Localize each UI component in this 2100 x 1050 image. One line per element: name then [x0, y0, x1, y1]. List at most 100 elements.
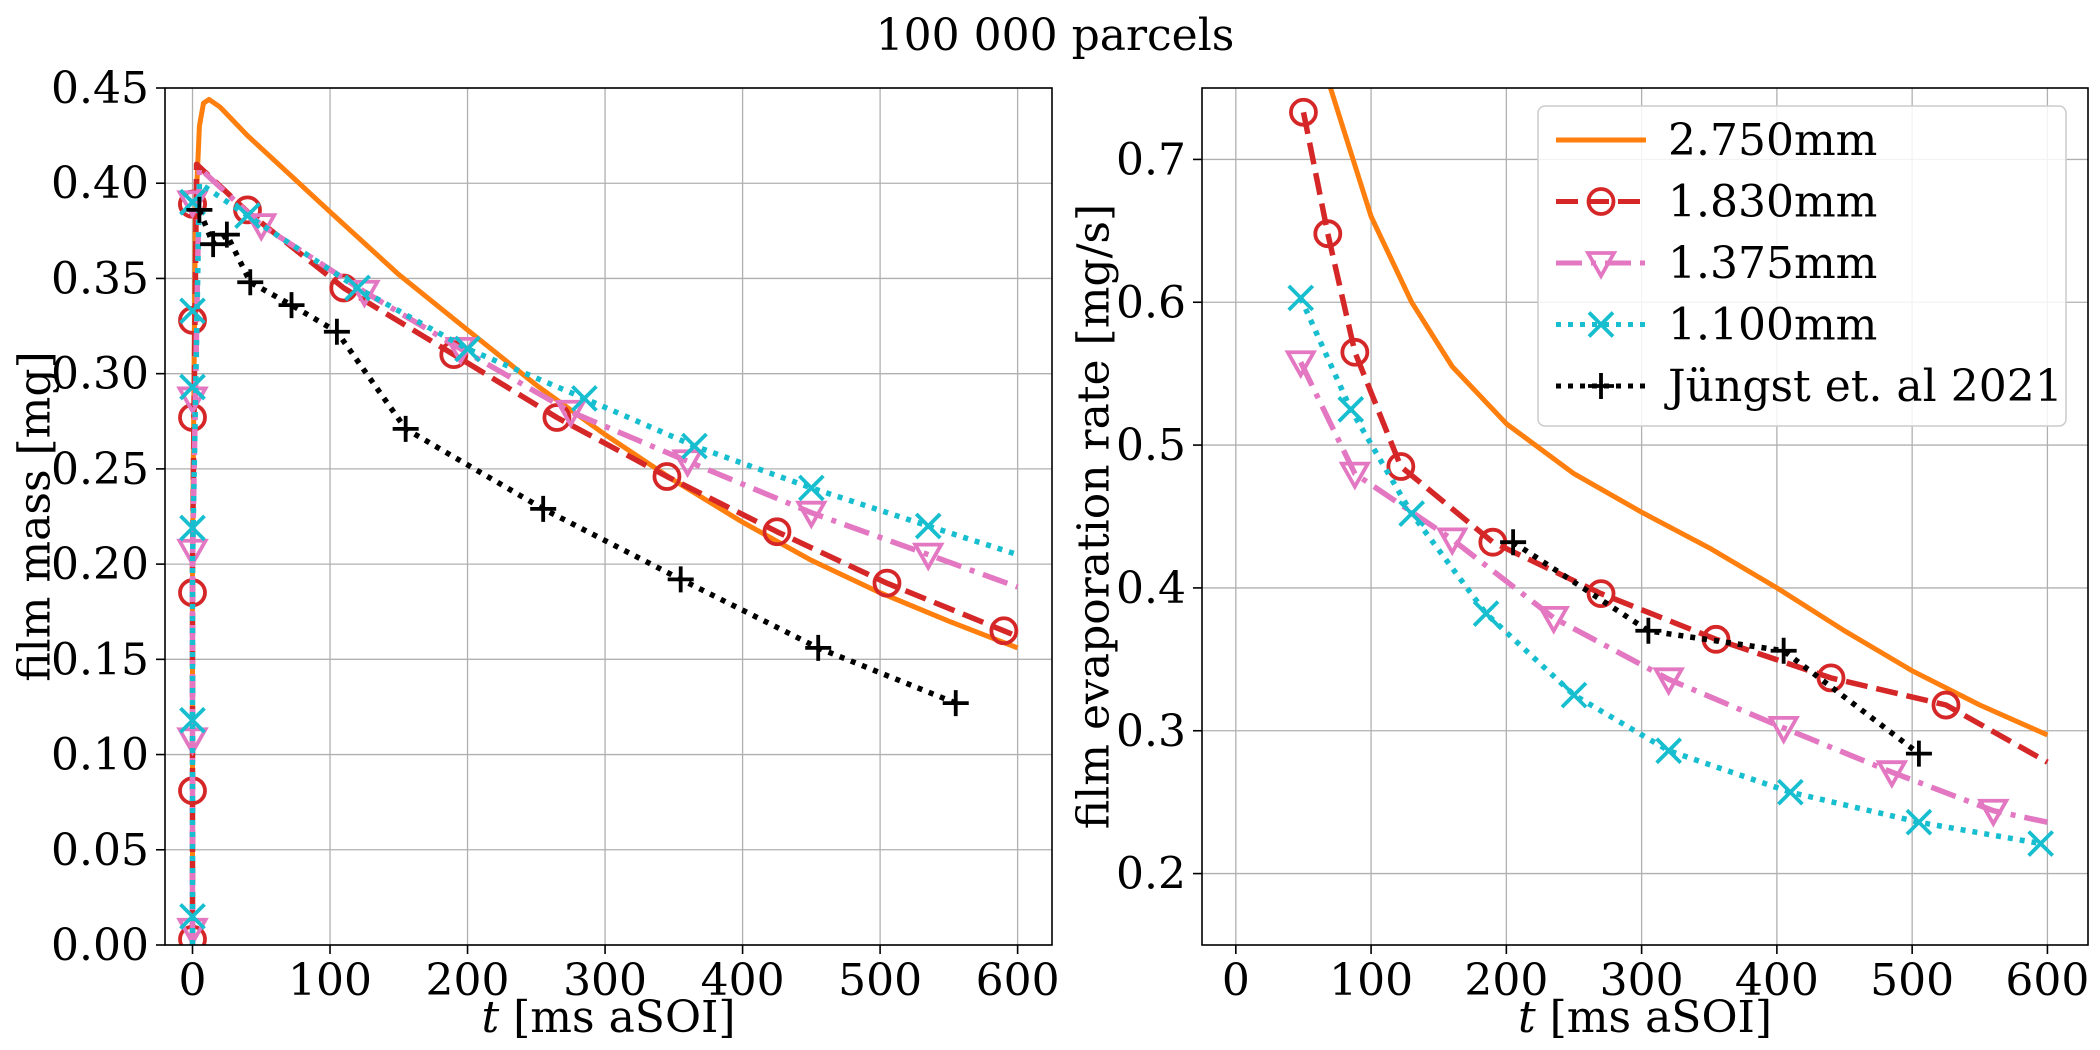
- right-point-1-375mm: [1767, 715, 1800, 745]
- right-line-2-750mm: [1328, 88, 2049, 738]
- right-point-1-375mm: [1284, 350, 1318, 380]
- left-point-1-830mm: [989, 616, 1019, 646]
- left-point-1-100mm: [681, 432, 708, 460]
- right-series-1-100mm: [1287, 284, 2055, 857]
- left-point-1-100mm: [797, 474, 825, 502]
- right-point-1-100mm: [1287, 284, 1315, 312]
- left-series-1-375mm: [176, 165, 1019, 945]
- left-y-axis-label: film mass [mg]: [10, 351, 61, 681]
- left-y-tick-label: 0.35: [51, 253, 149, 304]
- left-point-1-375mm: [176, 727, 209, 757]
- right-point-1-375mm: [1537, 606, 1570, 635]
- left-y-tick-label: 0.00: [51, 920, 149, 971]
- left-point-1-830mm: [542, 403, 572, 432]
- right-point-1-100mm: [1472, 600, 1500, 627]
- left-panel-film-mass: 0 100 200 300 400 500 600 0.00 0.05 0.10 0.15 0.20 0…: [10, 63, 1060, 1043]
- right-y-tick-label: 0.3: [1116, 706, 1186, 757]
- left-point-j-ngst-et-al-2021: [942, 690, 969, 717]
- left-x-tick-label: 100: [288, 955, 372, 1006]
- right-line-1-830mm: [1300, 111, 2049, 765]
- left-point-j-ngst-et-al-2021: [805, 634, 832, 661]
- left-x-tick-label: 600: [976, 955, 1060, 1006]
- left-point-1-375mm: [176, 538, 209, 568]
- left-y-tick-label: 0.45: [51, 63, 149, 114]
- right-legend-label-1-100mm: 1.100mm: [1668, 300, 1877, 351]
- right-legend-label-1-375mm: 1.375mm: [1668, 238, 1877, 289]
- right-point-1-100mm: [2027, 830, 2055, 857]
- figure-title: 100 000 parcels: [876, 10, 1235, 61]
- right-x-axis-label: t [ms aSOI]: [1518, 992, 1772, 1043]
- right-point-1-830mm: [1931, 690, 1961, 720]
- right-series-j-ngst-et-al-2021: [1500, 529, 1932, 767]
- right-series-2-750mm: [1328, 88, 2049, 738]
- right-x-tick-label: 0: [1222, 955, 1250, 1006]
- left-point-1-100mm: [179, 373, 206, 401]
- left-x-axis-label: t [ms aSOI]: [481, 992, 735, 1043]
- right-point-1-375mm: [1338, 461, 1372, 491]
- right-y-tick-label: 0.2: [1116, 849, 1186, 900]
- left-line-j-ngst-et-al-2021: [196, 208, 957, 706]
- left-y-tick-label: 0.30: [51, 349, 149, 400]
- left-x-tick-label: 400: [701, 955, 785, 1006]
- left-point-j-ngst-et-al-2021: [237, 269, 264, 296]
- right-point-1-375mm: [1875, 760, 1909, 790]
- left-x-axis-label-italic: t: [481, 992, 499, 1043]
- left-point-1-830mm: [652, 462, 682, 491]
- left-point-1-375mm: [911, 542, 945, 572]
- left-series-2-750mm: [190, 96, 1019, 945]
- right-y-tick-label: 0.6: [1116, 277, 1186, 328]
- right-point-1-830mm: [1586, 579, 1616, 609]
- left-series-1-830mm: [178, 161, 1019, 945]
- left-series-1-100mm: [179, 180, 1019, 945]
- left-point-1-100mm: [571, 385, 598, 412]
- right-x-tick-label: 100: [1329, 955, 1413, 1006]
- left-point-1-100mm: [179, 903, 206, 930]
- right-line-1-375mm: [1298, 360, 2048, 825]
- left-line-1-830mm: [189, 161, 1019, 945]
- right-point-1-830mm: [1386, 452, 1416, 481]
- left-y-tick-label: 0.25: [51, 444, 149, 495]
- right-legend-label-2-750mm: 2.750mm: [1668, 115, 1877, 166]
- right-point-1-375mm: [1977, 798, 2010, 828]
- right-series-1-375mm: [1284, 350, 2048, 828]
- left-y-tick-label: 0.05: [51, 825, 149, 876]
- left-point-1-830mm: [872, 568, 902, 598]
- right-y-tick-label: 0.7: [1116, 134, 1186, 185]
- left-y-tick-label: 0.20: [51, 539, 149, 590]
- right-point-1-100mm: [1337, 396, 1365, 423]
- right-legend-marker-j-ngst-et-al-2021: [1588, 373, 1614, 399]
- right-point-1-375mm: [1435, 527, 1469, 557]
- left-point-1-100mm: [179, 297, 206, 325]
- left-x-tick-label: 200: [426, 955, 510, 1006]
- right-point-1-830mm: [1340, 337, 1370, 367]
- left-point-j-ngst-et-al-2021: [186, 196, 213, 223]
- right-point-j-ngst-et-al-2021: [1770, 637, 1797, 664]
- left-x-tick-label: 300: [563, 955, 647, 1006]
- right-legend-label-j-ngst-et-al-2021: Jüngst et. al 2021: [1664, 361, 2063, 412]
- left-point-1-100mm: [179, 706, 206, 734]
- left-y-tick-label: 0.40: [51, 158, 149, 209]
- right-axes-frame: [1201, 87, 2089, 946]
- left-point-1-375mm: [554, 399, 587, 429]
- right-point-j-ngst-et-al-2021: [1635, 617, 1662, 644]
- left-x-tick-label: 500: [838, 955, 922, 1006]
- right-point-j-ngst-et-al-2021: [1905, 740, 1932, 767]
- right-legend-box: [1537, 105, 2067, 427]
- right-series-1-830mm: [1289, 97, 2049, 765]
- left-y-tick-label: 0.15: [51, 634, 149, 685]
- left-point-1-100mm: [179, 514, 206, 542]
- right-legend-label-1-830mm: 1.830mm: [1668, 177, 1877, 228]
- left-point-1-830mm: [178, 305, 207, 335]
- right-point-1-830mm: [1816, 663, 1846, 693]
- left-x-axis-label-rest: [ms aSOI]: [499, 992, 735, 1043]
- left-y-tick-label: 0.10: [51, 730, 149, 781]
- right-legend-marker-1-375mm: [1584, 251, 1618, 280]
- left-point-1-830mm: [762, 517, 792, 547]
- left-line-2-750mm: [190, 96, 1019, 945]
- left-point-j-ngst-et-al-2021: [392, 415, 419, 442]
- right-x-axis-label-italic: t: [1518, 992, 1536, 1043]
- left-point-1-100mm: [914, 512, 942, 540]
- left-point-1-100mm: [344, 274, 371, 302]
- left-point-j-ngst-et-al-2021: [667, 566, 694, 593]
